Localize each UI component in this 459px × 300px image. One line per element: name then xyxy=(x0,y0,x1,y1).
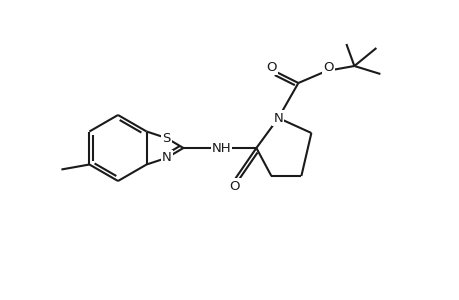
Text: NH: NH xyxy=(211,142,231,154)
Text: N: N xyxy=(162,152,171,164)
Text: O: O xyxy=(322,61,333,74)
Text: S: S xyxy=(162,132,170,145)
Text: O: O xyxy=(229,179,239,193)
Text: O: O xyxy=(266,61,276,74)
Text: N: N xyxy=(273,112,283,124)
